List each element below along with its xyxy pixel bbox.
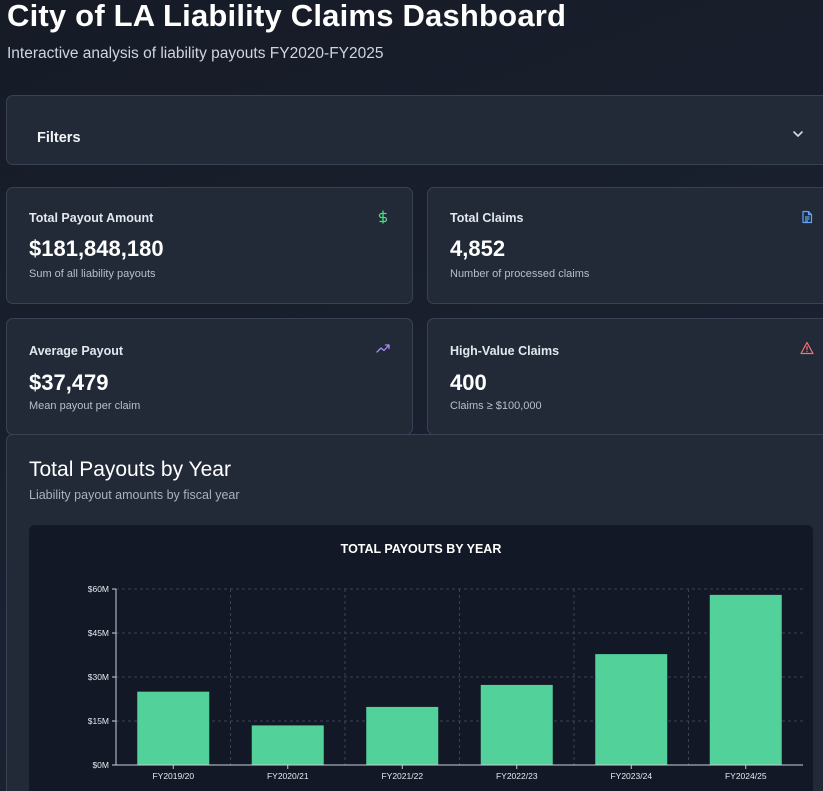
- x-tick-label: FY2024/25: [725, 771, 767, 781]
- bar: [480, 684, 553, 765]
- x-tick-label: FY2022/23: [496, 771, 538, 781]
- card-value: 400: [450, 370, 487, 395]
- card-total-payout: Total Payout Amount $181,848,180 Sum of …: [6, 187, 413, 304]
- bar-chart: TOTAL PAYOUTS BY YEAR $0M $15M $30M $45M $60M…: [88, 542, 803, 781]
- page-subtitle: Interactive analysis of liability payout…: [7, 45, 384, 62]
- card-description: Sum of all liability payouts: [29, 268, 156, 280]
- chart-container: TOTAL PAYOUTS BY YEAR $0M $15M $30M $45M $60M…: [29, 525, 813, 791]
- card-title: Average Payout: [29, 344, 124, 358]
- x-tick-label: FY2023/24: [610, 771, 652, 781]
- bar: [251, 725, 324, 765]
- card-description: Number of processed claims: [450, 268, 590, 280]
- bar: [709, 594, 782, 765]
- card-value: $181,848,180: [29, 236, 164, 261]
- card-total-claims: Total Claims 4,852 Number of processed c…: [427, 187, 823, 304]
- y-tick-label: $30M: [88, 672, 109, 682]
- card-description: Mean payout per claim: [29, 400, 141, 412]
- x-tick-label: FY2019/20: [152, 771, 194, 781]
- bar: [595, 654, 668, 765]
- y-tick-label: $15M: [88, 716, 109, 726]
- card-average-payout: Average Payout $37,479 Mean payout per c…: [6, 318, 413, 435]
- filters-panel[interactable]: Filters: [6, 95, 823, 165]
- bar: [366, 706, 439, 765]
- alert-triangle-icon: [800, 341, 814, 355]
- file-text-icon: [802, 210, 813, 224]
- y-tick-label: $45M: [88, 628, 109, 638]
- x-tick-label: FY2020/21: [267, 771, 309, 781]
- chart-section: Total Payouts by Year Liability payout a…: [6, 434, 823, 791]
- filters-label: Filters: [37, 130, 81, 146]
- card-value: 4,852: [450, 236, 506, 261]
- card-title: Total Payout Amount: [29, 211, 154, 225]
- section-title: Total Payouts by Year: [29, 458, 231, 481]
- y-tick-label: $0M: [92, 760, 109, 770]
- card-title: Total Claims: [450, 211, 524, 225]
- card-high-value-claims: High-Value Claims 400 Claims ≥ $100,000: [427, 318, 823, 435]
- chevron-down-icon[interactable]: [792, 130, 804, 138]
- bar: [137, 691, 210, 765]
- card-title: High-Value Claims: [450, 344, 560, 358]
- y-tick-label: $60M: [88, 584, 109, 594]
- section-subtitle: Liability payout amounts by fiscal year: [29, 488, 240, 502]
- page-title: City of LA Liability Claims Dashboard: [7, 0, 567, 33]
- chart-title: TOTAL PAYOUTS BY YEAR: [341, 542, 502, 556]
- card-value: $37,479: [29, 370, 109, 395]
- x-tick-label: FY2021/22: [381, 771, 423, 781]
- dollar-icon: [378, 210, 388, 224]
- card-description: Claims ≥ $100,000: [450, 400, 542, 412]
- trending-up-icon: [376, 344, 390, 353]
